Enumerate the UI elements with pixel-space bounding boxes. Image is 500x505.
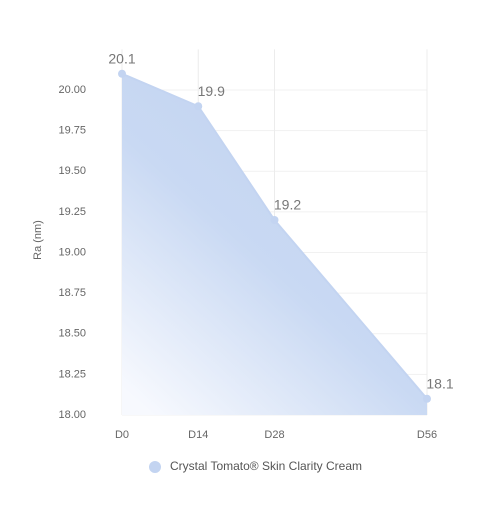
y-tick-label: 19.75 [58,125,86,137]
point [118,69,126,78]
legend-label: Crystal Tomato® Skin Clarity Cream [170,459,362,473]
x-tick-label: D56 [417,429,437,441]
point [270,216,279,224]
point [423,394,431,403]
y-tick-label: 18.75 [58,287,86,299]
y-tick-label: 19.50 [58,165,86,177]
data-label: 19.9 [198,83,225,99]
y-tick-label: 20.00 [58,84,86,96]
legend-marker [149,461,161,473]
x-tick-label: D14 [188,429,208,441]
data-label: 20.1 [108,50,135,66]
line [121,72,428,400]
x-tick-label: D28 [264,429,284,441]
x-tick-label: D0 [115,429,129,441]
point [194,102,203,111]
data-label: 18.1 [426,375,453,391]
area [122,73,427,415]
y-tick-label: 18.25 [58,368,86,380]
y-tick-label: 19.00 [58,246,86,258]
y-axis-label: Ra (nm) [32,220,44,260]
data-label: 19.2 [274,197,301,213]
y-tick-label: 18.50 [58,328,86,340]
y-tick-label: 19.25 [58,206,86,218]
y-tick-label: 18.00 [58,409,86,421]
